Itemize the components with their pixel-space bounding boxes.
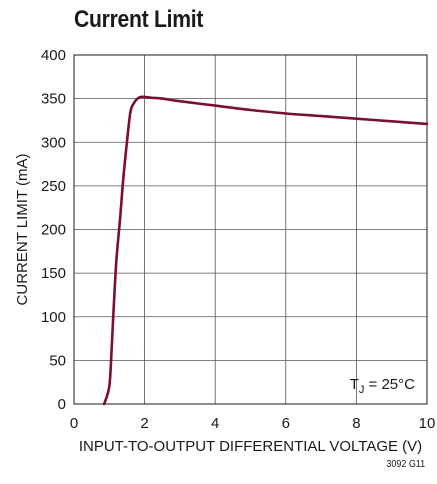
y-tick-label: 50	[49, 352, 66, 369]
annotation-prefix: T	[350, 376, 359, 393]
x-tick-label: 2	[140, 415, 148, 432]
y-tick-label: 350	[41, 91, 66, 108]
x-tick-label: 10	[419, 415, 436, 432]
y-tick-label: 300	[41, 134, 66, 151]
x-tick-label: 6	[282, 415, 290, 432]
x-tick-label: 4	[211, 415, 219, 432]
y-axis-label: CURRENT LIMIT (mA)	[14, 154, 31, 306]
figure-id: 3092 G11	[386, 459, 425, 470]
annotation-subscript: J	[359, 384, 365, 396]
y-tick-label: 200	[41, 222, 66, 239]
grid-lines	[74, 55, 427, 404]
y-tick-label: 100	[41, 309, 66, 326]
plot-frame	[73, 54, 428, 405]
current-limit-curve	[102, 95, 429, 406]
x-tick-label: 0	[70, 415, 78, 432]
y-tick-label: 400	[41, 47, 66, 64]
x-tick-label: 8	[352, 415, 360, 432]
y-tick-label: 150	[41, 265, 66, 282]
x-axis-label: INPUT-TO-OUTPUT DIFFERENTIAL VOLTAGE (V)	[79, 438, 422, 455]
annotation-suffix: = 25°C	[364, 376, 415, 393]
y-tick-label: 0	[58, 396, 66, 413]
chart-title: Current Limit	[74, 6, 204, 33]
temperature-annotation: TJ = 25°C	[350, 376, 415, 396]
y-tick-label: 250	[41, 178, 66, 195]
